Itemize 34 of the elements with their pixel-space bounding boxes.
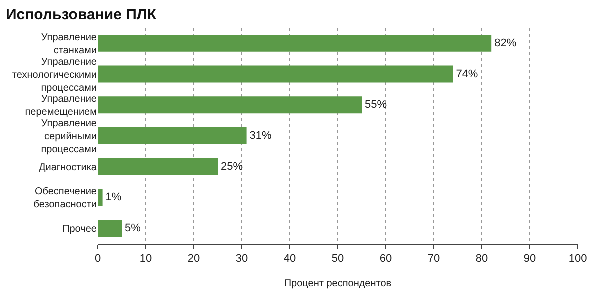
x-tick-label: 30: [236, 253, 248, 266]
x-tick-label: 0: [94, 253, 102, 266]
chart-title: Использование ПЛК: [6, 6, 158, 24]
data-label: 5%: [125, 222, 142, 235]
x-tick-label: 40: [284, 253, 296, 266]
data-label: 25%: [221, 160, 244, 173]
x-tick-label: 90: [524, 253, 536, 266]
bar: [98, 34, 492, 52]
bar: [98, 158, 218, 176]
x-tick-label: 80: [476, 253, 488, 266]
data-label: 1%: [106, 192, 122, 204]
y-tick-label: Управление перемещением: [25, 94, 98, 118]
y-tick-label: Диагностика: [39, 162, 98, 174]
y-tick-label: Обеспечение безопасности: [34, 186, 98, 211]
data-label: 74%: [456, 68, 478, 80]
y-tick-label: Прочее: [62, 224, 98, 236]
x-tick-label: 70: [428, 253, 440, 266]
y-tick-label: Управление технологическими процессами: [12, 56, 98, 94]
bar: [98, 128, 247, 144]
x-tick-label: 10: [140, 253, 152, 266]
x-tick-label: 60: [380, 253, 392, 266]
data-label: 31%: [250, 130, 272, 142]
data-label: 82%: [494, 37, 517, 50]
bar: [98, 96, 362, 114]
bar: [98, 189, 103, 206]
y-tick-label: Управление станками: [41, 32, 98, 56]
bar: [98, 66, 454, 83]
y-tick-label: Управление серийными процессами: [41, 118, 98, 156]
x-tick-label: 100: [568, 253, 588, 266]
data-label: 55%: [365, 99, 388, 112]
x-tick-label: 20: [188, 253, 200, 266]
x-axis-title: Процент респондентов: [284, 278, 392, 290]
bar: [98, 220, 122, 238]
x-tick-label: 50: [332, 253, 344, 266]
